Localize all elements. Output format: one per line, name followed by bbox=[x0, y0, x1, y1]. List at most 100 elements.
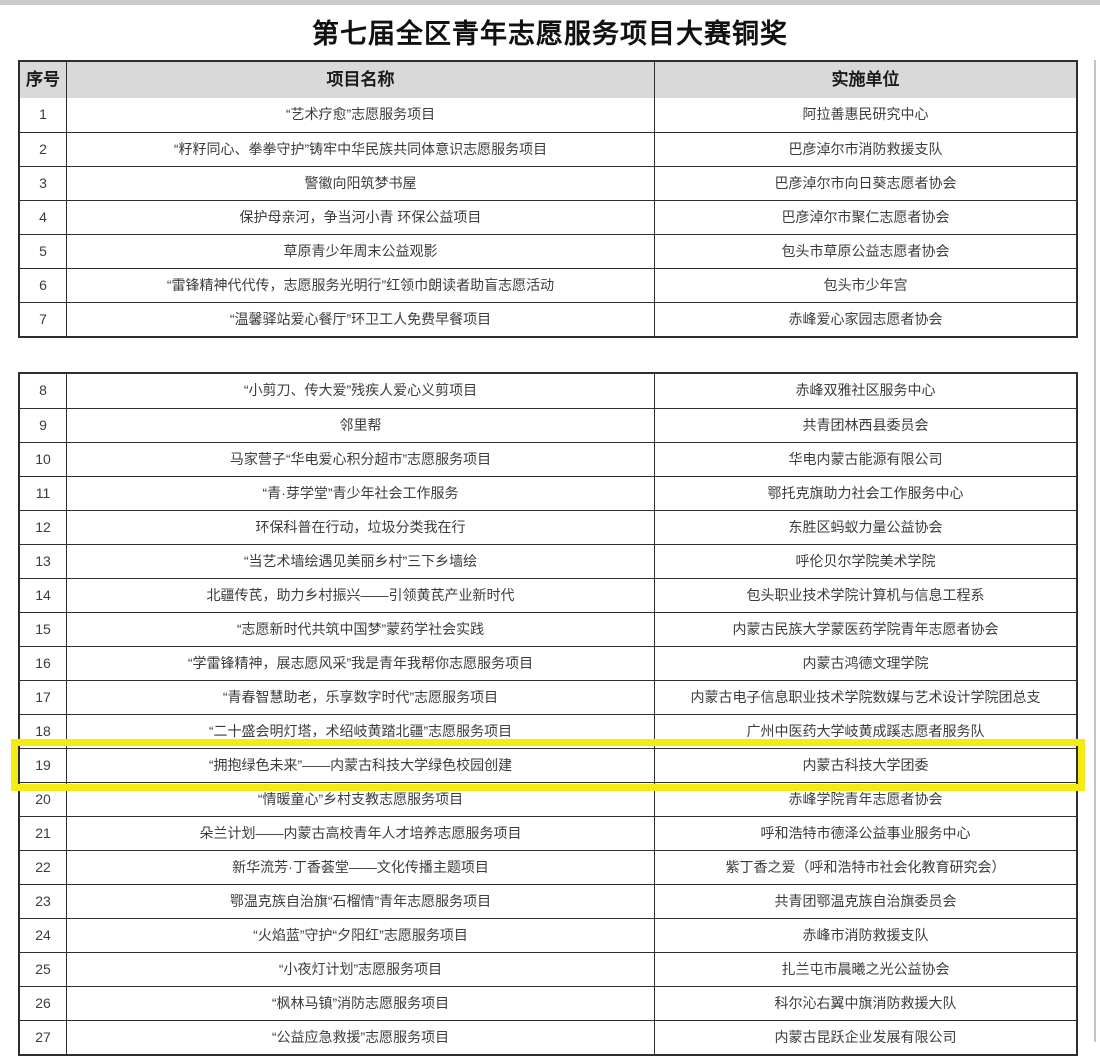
table-row: 4 保护母亲河，争当河小青 环保公益项目 巴彦淖尔市聚仁志愿者协会 bbox=[20, 200, 1076, 234]
implementing-unit-cell: 内蒙古民族大学蒙医药学院青年志愿者协会 bbox=[732, 620, 999, 637]
project-name-cell: “学雷锋精神，展志愿风采”我是青年我帮你志愿服务项目 bbox=[67, 647, 655, 680]
implementing-unit-cell: 内蒙古鸿德文理学院 bbox=[802, 654, 929, 671]
table-row: 6 “雷锋精神代代传，志愿服务光明行”红领巾朗读者助盲志愿活动 包头市少年宫 bbox=[20, 268, 1076, 302]
table-body-section-1: 1 “艺术疗愈”志愿服务项目 阿拉善惠民研究中心 2 “籽籽同心、拳拳守护”铸牢中华民族… bbox=[20, 98, 1076, 336]
row-index-cell: 7 bbox=[20, 303, 67, 336]
project-name-cell: “志愿新时代共筑中国梦”蒙药学社会实践 bbox=[67, 613, 655, 646]
project-name-cell: “拥抱绿色未来”——内蒙古科技大学绿色校园创建 bbox=[67, 749, 655, 782]
table-row: 2 “籽籽同心、拳拳守护”铸牢中华民族共同体意识志愿服务项目 巴彦淖尔市消防救援支队 bbox=[20, 132, 1076, 166]
table-row: 22 新华流芳·丁香荟堂——文化传播主题项目 紫丁香之爱（呼和浩特市社会化教育研究会… bbox=[20, 850, 1076, 884]
page-title: 第七届全区青年志愿服务项目大赛铜奖 bbox=[312, 19, 788, 49]
awards-table-section-2: 8 “小剪刀、传大爱”残疾人爱心义剪项目 赤峰双雅社区服务中心 9 邻里帮 共青团林西县委… bbox=[11, 372, 1085, 1056]
project-name-cell: “小剪刀、传大爱”残疾人爱心义剪项目 bbox=[67, 374, 655, 408]
implementing-unit-cell: 阿拉善惠民研究中心 bbox=[802, 106, 929, 123]
row-index-cell: 8 bbox=[20, 374, 67, 408]
row-index-cell: 18 bbox=[20, 715, 67, 748]
implementing-unit-cell: 赤峰市消防救援支队 bbox=[802, 926, 929, 943]
implementing-unit-cell: 呼和浩特市德泽公益事业服务中心 bbox=[760, 824, 971, 841]
project-name-cell: 草原青少年周末公益观影 bbox=[67, 235, 655, 268]
project-name-cell: “青春智慧助老，乐享数字时代”志愿服务项目 bbox=[67, 681, 655, 714]
table-row: 12 环保科普在行动，垃圾分类我在行 东胜区蚂蚁力量公益协会 bbox=[20, 510, 1076, 544]
header-project-name: 项目名称 bbox=[67, 62, 655, 98]
implementing-unit-cell: 包头职业技术学院计算机与信息工程系 bbox=[746, 586, 985, 603]
implementing-unit-cell: 共青团鄂温克族自治旗委员会 bbox=[774, 892, 957, 909]
table-row: 10 马家营子“华电爱心积分超市”志愿服务项目 华电内蒙古能源有限公司 bbox=[20, 442, 1076, 476]
project-name-cell: 鄂温克族自治旗“石榴情”青年志愿服务项目 bbox=[67, 885, 655, 918]
table-row: 15 “志愿新时代共筑中国梦”蒙药学社会实践 内蒙古民族大学蒙医药学院青年志愿者协会 bbox=[20, 612, 1076, 646]
implementing-unit-cell: 广州中医药大学岐黄成蹊志愿者服务队 bbox=[746, 722, 985, 739]
row-index-cell: 27 bbox=[20, 1021, 67, 1054]
scan-artifact-top bbox=[0, 0, 1100, 5]
header-implementing-unit: 实施单位 bbox=[655, 62, 1076, 98]
row-index-cell: 25 bbox=[20, 953, 67, 986]
table-row: 5 草原青少年周末公益观影 包头市草原公益志愿者协会 bbox=[20, 234, 1076, 268]
row-index-cell: 21 bbox=[20, 817, 67, 850]
table-row: 20 “情暖童心”乡村支教志愿服务项目 赤峰学院青年志愿者协会 bbox=[20, 782, 1076, 816]
table-row: 24 “火焰蓝”守护“夕阳红”志愿服务项目 赤峰市消防救援支队 bbox=[20, 918, 1076, 952]
row-index-cell: 6 bbox=[20, 269, 67, 302]
table-row: 8 “小剪刀、传大爱”残疾人爱心义剪项目 赤峰双雅社区服务中心 bbox=[20, 374, 1076, 408]
project-name-cell: 保护母亲河，争当河小青 环保公益项目 bbox=[67, 201, 655, 234]
row-index-cell: 11 bbox=[20, 477, 67, 510]
row-index-cell: 4 bbox=[20, 201, 67, 234]
project-name-cell: 环保科普在行动，垃圾分类我在行 bbox=[67, 511, 655, 544]
table-row-highlighted: 19 “拥抱绿色未来”——内蒙古科技大学绿色校园创建 内蒙古科技大学团委 bbox=[11, 739, 1085, 791]
project-name-cell: “青·芽学堂”青少年社会工作服务 bbox=[67, 477, 655, 510]
project-name-cell: 新华流芳·丁香荟堂——文化传播主题项目 bbox=[67, 851, 655, 884]
row-index-cell: 23 bbox=[20, 885, 67, 918]
row-index-cell: 1 bbox=[20, 98, 67, 132]
implementing-unit-cell: 内蒙古昆跃企业发展有限公司 bbox=[774, 1028, 957, 1045]
project-name-cell: “温馨驿站爱心餐厅”环卫工人免费早餐项目 bbox=[67, 303, 655, 336]
row-index-cell: 2 bbox=[20, 133, 67, 166]
table-row: 25 “小夜灯计划”志愿服务项目 扎兰屯市晨曦之光公益协会 bbox=[20, 952, 1076, 986]
project-name-cell: 邻里帮 bbox=[67, 409, 655, 442]
project-name-cell: “籽籽同心、拳拳守护”铸牢中华民族共同体意识志愿服务项目 bbox=[67, 133, 655, 166]
table-row: 14 北疆传芪，助力乡村振兴——引领黄芪产业新时代 包头职业技术学院计算机与信息工程… bbox=[20, 578, 1076, 612]
row-index-cell: 5 bbox=[20, 235, 67, 268]
implementing-unit-cell: 巴彦淖尔市向日葵志愿者协会 bbox=[774, 174, 957, 191]
row-index-cell: 17 bbox=[20, 681, 67, 714]
table-row: 21 朵兰计划——内蒙古高校青年人才培养志愿服务项目 呼和浩特市德泽公益事业服务中心 bbox=[20, 816, 1076, 850]
awards-table-section-1: 序号 项目名称 实施单位 1 “艺术疗愈”志愿服务项目 阿拉善惠民研究中心 2 “籽籽同… bbox=[18, 60, 1078, 338]
project-name-cell: “小夜灯计划”志愿服务项目 bbox=[67, 953, 655, 986]
implementing-unit-cell: 内蒙古科技大学团委 bbox=[802, 756, 929, 773]
project-name-cell: “枫林马镇”消防志愿服务项目 bbox=[67, 987, 655, 1020]
implementing-unit-cell: 鄂托克旗助力社会工作服务中心 bbox=[767, 484, 964, 501]
implementing-unit-cell: 呼伦贝尔学院美术学院 bbox=[795, 552, 936, 569]
implementing-unit-cell: 赤峰爱心家园志愿者协会 bbox=[788, 310, 943, 327]
implementing-unit-cell: 紫丁香之爱（呼和浩特市社会化教育研究会） bbox=[725, 858, 1006, 875]
row-index-cell: 15 bbox=[20, 613, 67, 646]
row-index-cell: 3 bbox=[20, 167, 67, 200]
table-row: 3 警徽向阳筑梦书屋 巴彦淖尔市向日葵志愿者协会 bbox=[20, 166, 1076, 200]
implementing-unit-cell: 东胜区蚂蚁力量公益协会 bbox=[788, 518, 943, 535]
row-index-cell: 10 bbox=[20, 443, 67, 476]
implementing-unit-cell: 华电内蒙古能源有限公司 bbox=[788, 450, 943, 467]
implementing-unit-cell: 扎兰屯市晨曦之光公益协会 bbox=[781, 960, 950, 977]
row-index-cell: 20 bbox=[20, 783, 67, 816]
implementing-unit-cell: 赤峰学院青年志愿者协会 bbox=[788, 790, 943, 807]
table-row: 9 邻里帮 共青团林西县委员会 bbox=[20, 408, 1076, 442]
table-row: 18 “二十盛会明灯塔，术绍岐黄踏北疆”志愿服务项目 广州中医药大学岐黄成蹊志愿者服… bbox=[20, 714, 1076, 748]
table-row: 16 “学雷锋精神，展志愿风采”我是青年我帮你志愿服务项目 内蒙古鸿德文理学院 bbox=[20, 646, 1076, 680]
implementing-unit-cell: 赤峰双雅社区服务中心 bbox=[795, 382, 936, 399]
project-name-cell: “艺术疗愈”志愿服务项目 bbox=[67, 98, 655, 132]
implementing-unit-cell: 科尔沁右翼中旗消防救援大队 bbox=[774, 994, 957, 1011]
row-index-cell: 14 bbox=[20, 579, 67, 612]
row-index-cell: 16 bbox=[20, 647, 67, 680]
table-row: 13 “当艺术墙绘遇见美丽乡村”三下乡墙绘 呼伦贝尔学院美术学院 bbox=[20, 544, 1076, 578]
table-body-section-2: 8 “小剪刀、传大爱”残疾人爱心义剪项目 赤峰双雅社区服务中心 9 邻里帮 共青团林西县委… bbox=[11, 374, 1085, 1054]
row-index-cell: 26 bbox=[20, 987, 67, 1020]
table-header-row: 序号 项目名称 实施单位 bbox=[20, 62, 1076, 98]
table-row: 7 “温馨驿站爱心餐厅”环卫工人免费早餐项目 赤峰爱心家园志愿者协会 bbox=[20, 302, 1076, 336]
project-name-cell: “公益应急救援”志愿服务项目 bbox=[67, 1021, 655, 1054]
scan-artifact-right bbox=[1094, 60, 1096, 1042]
row-index-cell: 12 bbox=[20, 511, 67, 544]
implementing-unit-cell: 巴彦淖尔市消防救援支队 bbox=[788, 140, 943, 157]
project-name-cell: 马家营子“华电爱心积分超市”志愿服务项目 bbox=[67, 443, 655, 476]
implementing-unit-cell: 共青团林西县委员会 bbox=[802, 416, 929, 433]
implementing-unit-cell: 巴彦淖尔市聚仁志愿者协会 bbox=[781, 208, 950, 225]
project-name-cell: “情暖童心”乡村支教志愿服务项目 bbox=[67, 783, 655, 816]
table-row: 26 “枫林马镇”消防志愿服务项目 科尔沁右翼中旗消防救援大队 bbox=[20, 986, 1076, 1020]
row-index-cell: 9 bbox=[20, 409, 67, 442]
